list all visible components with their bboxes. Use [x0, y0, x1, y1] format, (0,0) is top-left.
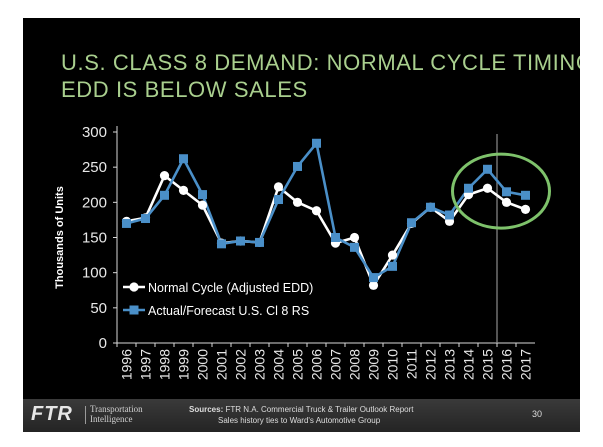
x-tick-label: 2005	[290, 349, 306, 380]
x-tick-label: 2016	[499, 349, 515, 380]
series-1-point	[520, 204, 531, 214]
tagline-line2: Intelligence	[90, 414, 133, 424]
series-2-point	[255, 237, 264, 247]
series-2-point	[293, 161, 302, 171]
y-tick-label: 150	[82, 230, 107, 247]
sources-text: FTR N.A. Commercial Truck & Trailer Outl…	[223, 405, 414, 414]
series-2-point	[198, 190, 207, 200]
series-2-point	[179, 154, 188, 164]
series-2-point	[122, 218, 131, 228]
sources-note: Sources: FTR N.A. Commercial Truck & Tra…	[189, 404, 414, 426]
x-tick-label: 1998	[157, 349, 173, 380]
x-tick-label: 2010	[385, 349, 401, 380]
series-2-point	[236, 236, 245, 246]
x-tick-label: 2006	[309, 349, 325, 380]
x-tick-label: 2001	[214, 349, 230, 380]
legend-swatch-marker-2	[129, 305, 139, 315]
series-2-point	[369, 273, 378, 283]
x-tick-label: 2012	[423, 349, 439, 380]
series-2-point	[388, 261, 397, 271]
logo-divider	[85, 406, 86, 424]
y-tick-label: 200	[82, 194, 107, 211]
series-2-point	[521, 190, 530, 200]
highlight-ellipse	[451, 152, 551, 230]
series-line-2	[126, 141, 526, 279]
x-tick-label: 2008	[347, 349, 363, 380]
x-tick-label: 2004	[271, 349, 287, 380]
y-tick-label: 250	[82, 159, 107, 176]
series-2-point	[464, 183, 473, 193]
page-number: 30	[532, 409, 543, 419]
x-tick-label: 2015	[480, 349, 496, 380]
legend-swatch-marker-1	[129, 282, 139, 292]
series-1-point	[368, 280, 379, 290]
y-tick-label: 50	[90, 300, 107, 317]
x-tick-label: 1999	[176, 349, 192, 380]
series-1-point	[501, 197, 512, 207]
chart-title-line1: U.S. CLASS 8 DEMAND: NORMAL CYCLE TIMING…	[61, 50, 580, 75]
series-1-point	[349, 232, 360, 243]
tagline-line1: Transportation	[90, 404, 143, 414]
x-tick-label: 2002	[233, 349, 249, 380]
series-2-point	[502, 187, 511, 197]
series-2-point	[445, 210, 454, 220]
series-1-point	[292, 197, 303, 207]
series-1-point	[273, 182, 284, 192]
y-tick-label: 100	[82, 265, 107, 282]
series-1-point	[482, 183, 493, 193]
series-2-point	[483, 164, 492, 174]
series-1-point	[178, 185, 189, 195]
series-1-point	[387, 250, 398, 260]
x-tick-label: 1997	[138, 349, 154, 380]
series-2-point	[217, 239, 226, 249]
y-axis-title: Thousands of Units	[54, 186, 66, 289]
slide: U.S. CLASS 8 DEMAND: NORMAL CYCLE TIMING…	[23, 18, 580, 432]
y-tick-label: 0	[99, 335, 107, 352]
chart-title-line2: EDD IS BELOW SALES	[61, 77, 308, 102]
series-2-point	[141, 214, 150, 224]
sources-line2: Sales history ties to Ward's Automotive …	[218, 416, 381, 425]
x-tick-label: 2007	[328, 349, 344, 380]
x-tick-label: 2000	[195, 349, 211, 380]
series-1-point	[197, 200, 208, 210]
legend-label-2: Actual/Forecast U.S. Cl 8 RS	[148, 304, 309, 318]
line-chart: 0 50 100 150 200 250 300 Thousands of Units 1996…	[54, 124, 551, 380]
y-tick-label: 300	[82, 124, 107, 141]
legend-label-1: Normal Cycle (Adjusted EDD)	[148, 281, 313, 295]
series-1-point	[159, 171, 170, 181]
series-2-point	[274, 195, 283, 205]
series-2-point	[312, 138, 321, 148]
series-1-point	[311, 206, 322, 216]
series-2-point	[407, 218, 416, 228]
x-tick-label: 2013	[442, 349, 458, 380]
x-tick-label: 2017	[518, 349, 534, 380]
x-tick-label: 2014	[461, 349, 477, 380]
sources-label: Sources:	[189, 405, 224, 414]
series-2-point	[160, 190, 169, 200]
series-2-point	[331, 233, 340, 242]
x-tick-label: 2009	[366, 349, 382, 380]
series-2-point	[350, 242, 359, 252]
x-tick-label: 2011	[404, 349, 420, 379]
ftr-logo: FTR	[31, 403, 73, 425]
x-tick-label: 1996	[119, 349, 135, 380]
series-2-point	[426, 202, 435, 212]
x-tick-label: 2003	[252, 349, 268, 380]
logo-tagline: Transportation Intelligence	[90, 404, 143, 424]
footer-bar: FTR Transportation Intelligence Sources:…	[23, 399, 580, 432]
